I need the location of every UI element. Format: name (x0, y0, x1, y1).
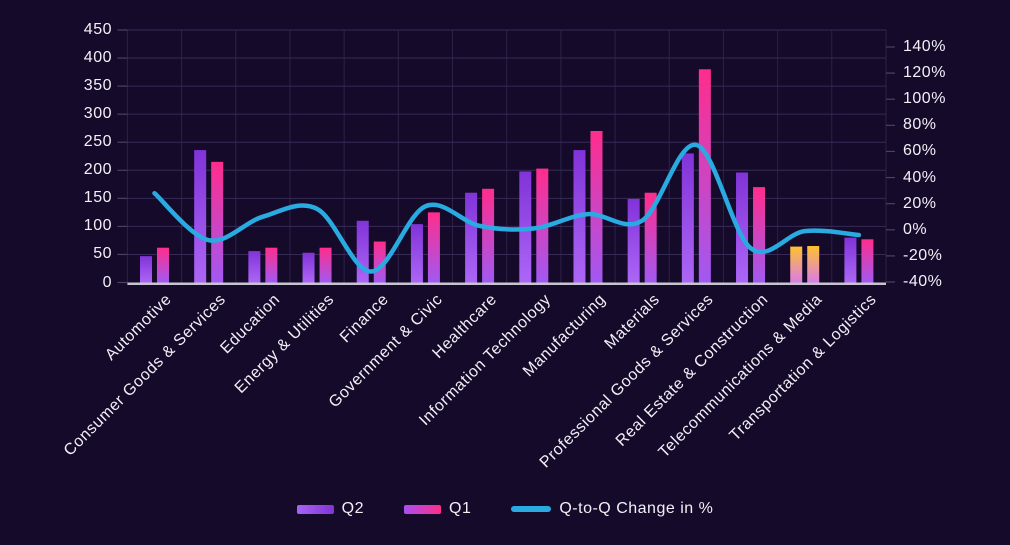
horizontal-gridlines (127, 29, 886, 255)
left-axis-label: 100 (83, 217, 112, 235)
bar-q1 (211, 161, 224, 283)
right-axis-label: 20% (903, 194, 937, 212)
bar-q1 (698, 69, 711, 283)
bar-q1 (861, 239, 874, 283)
left-axis-label: 250 (83, 133, 112, 151)
bar-q2 (248, 251, 261, 283)
right-axis-label: 140% (903, 38, 946, 55)
axis-tick-marks (117, 29, 895, 284)
x-axis-baseline (127, 282, 886, 285)
right-axis-label: 0% (903, 220, 928, 238)
left-axis-label: 150 (83, 189, 112, 207)
bar-q2 (302, 252, 315, 283)
left-axis-label: 300 (83, 105, 112, 123)
bar-q1 (319, 247, 332, 283)
bar-q2 (627, 198, 640, 283)
bar-q1 (427, 212, 440, 283)
bar-q2 (194, 150, 207, 283)
left-axis-label: 0 (102, 273, 112, 291)
bar-q2 (410, 224, 423, 283)
legend-label-q2: Q2 (341, 500, 365, 517)
bar-q2 (844, 237, 857, 283)
bar-q2 (790, 246, 803, 283)
right-axis-label: -20% (903, 246, 943, 264)
bar-q2 (681, 153, 694, 283)
right-axis-label: -40% (903, 273, 943, 290)
right-axis-label: 120% (903, 64, 946, 82)
bar-q2 (736, 172, 749, 283)
bar-q1 (753, 187, 766, 283)
bar-q1 (265, 247, 278, 283)
bar-q2 (139, 256, 152, 283)
qtoq-line-swatch (511, 506, 552, 512)
bar-q2 (356, 220, 369, 283)
legend-item-q1: Q1 (404, 500, 471, 518)
legend-label-change: Q-to-Q Change in % (559, 500, 714, 517)
bar-q1 (156, 247, 169, 283)
right-axis-label: 80% (903, 116, 937, 134)
vertical-gridlines (126, 30, 887, 283)
q1-swatch (404, 504, 442, 514)
left-axis-label: 450 (83, 21, 112, 38)
legend-item-change: Q-to-Q Change in % (511, 500, 713, 518)
right-axis-label: 60% (903, 142, 937, 160)
bar-q1 (590, 131, 603, 283)
q2-swatch (296, 504, 334, 514)
left-axis-label: 50 (93, 245, 112, 263)
right-axis-label: 40% (903, 168, 937, 186)
legend-label-q1: Q1 (449, 500, 472, 517)
left-axis-label: 200 (83, 161, 112, 179)
left-axis-label: 350 (83, 77, 112, 95)
right-axis-label: 100% (903, 90, 946, 108)
legend: Q2 Q1 Q-to-Q Change in % (0, 500, 1010, 518)
qtoq-change-line (152, 142, 862, 274)
bar-q1 (482, 188, 495, 283)
bar-q2 (465, 192, 478, 283)
legend-item-q2: Q2 (296, 500, 365, 518)
bar-q1 (807, 246, 820, 283)
left-axis-label: 400 (83, 49, 112, 67)
